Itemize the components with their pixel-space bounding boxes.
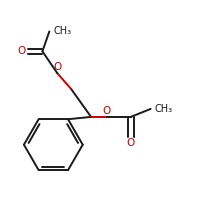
Text: O: O <box>17 46 26 56</box>
Text: O: O <box>127 138 135 148</box>
Text: CH₃: CH₃ <box>155 104 173 114</box>
Text: O: O <box>53 62 61 72</box>
Text: O: O <box>103 106 111 116</box>
Text: CH₃: CH₃ <box>53 26 71 36</box>
